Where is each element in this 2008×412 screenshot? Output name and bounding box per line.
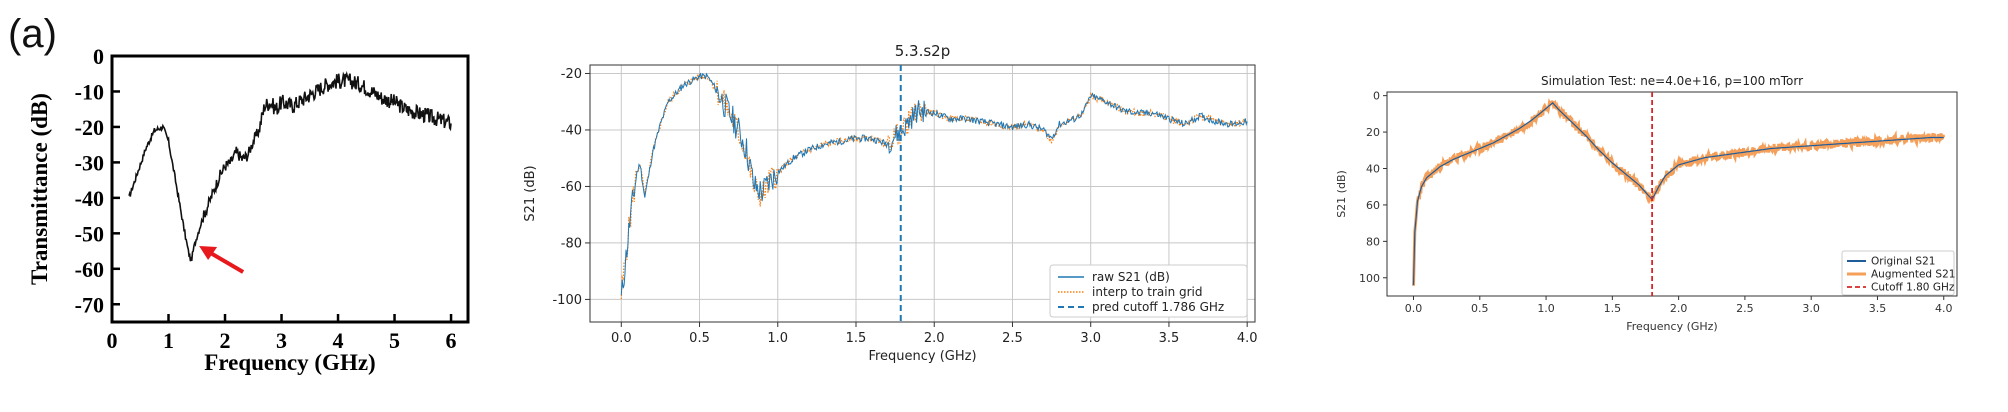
chart-2: 0.0 0.5 1.0 1.5 2.0 2.5 3.0 3.5 4.0 -20 -40 -60 -80 -… [523,42,1258,364]
chart-1-xtick-label: 1 [163,328,174,353]
chart-3-ytick-label: 20 [1366,126,1380,139]
chart-2-legend-label: interp to train grid [1092,285,1203,299]
chart-2-series-interp [620,73,1248,300]
chart-1-xlabel: Frequency (GHz) [204,350,375,375]
chart-3-legend [1841,250,1955,296]
chart-3-ytick-label: 80 [1366,235,1380,248]
chart-1-xtick-label: 4 [333,328,344,353]
chart-2-ytick-label: -60 [561,180,582,195]
chart-3-xtick-label: 0.5 [1471,302,1489,315]
chart-1-xtick-label: 2 [220,328,231,353]
chart-3-xtick-label: 3.5 [1869,302,1887,315]
chart-2-ytick-label: -80 [561,236,582,251]
chart-3: 0.0 0.5 1.0 1.5 2.0 2.5 3.0 3.5 4.0 0 20 40 60 80 100 S… [1335,74,1958,333]
chart-1-arrow-head [199,245,218,260]
chart-3-frame [1386,91,1958,297]
chart-2-ytick-label: -40 [561,123,582,138]
chart-1-ytick-label: -20 [75,115,104,140]
chart-3-series-augmented [1412,97,1946,286]
chart-2-xtick-label: 2.5 [1002,331,1023,346]
chart-3-xtick-label: 0.0 [1405,302,1423,315]
chart-3-xtick-label: 2.5 [1736,302,1754,315]
chart-1-xtick-label: 5 [389,328,400,353]
chart-1-frame [110,54,470,324]
chart-1-ytick-label: -50 [75,221,104,246]
chart-1-ytick-label: -10 [75,79,104,104]
chart-3-title: Simulation Test: ne=4.0e+16, p=100 mTorr [1541,74,1803,88]
chart-1-ytick-label: -60 [75,257,104,282]
chart-3-ytick-label: 100 [1359,272,1380,285]
chart-1-arrow-shaft [206,249,245,274]
chart-3-legend-label: Cutoff 1.80 GHz [1871,282,1955,294]
chart-2-xtick-label: 2.0 [924,331,945,346]
chart-1-xtick-label: 6 [446,328,457,353]
chart-2-xtick-label: 4.0 [1237,331,1258,346]
chart-2-xtick-label: 3.0 [1080,331,1101,346]
chart-1-ytick-label: 0 [93,44,104,69]
chart-3-xtick-label: 4.0 [1935,302,1953,315]
chart-3-xtick-label: 2.0 [1670,302,1688,315]
chart-2-ylabel: S21 (dB) [523,165,538,221]
chart-2-legend-label: raw S21 (dB) [1092,270,1170,284]
chart-2-xtick-label: 0.0 [611,331,632,346]
chart-2-xlabel: Frequency (GHz) [868,349,976,364]
chart-3-legend-label: Original S21 [1871,256,1935,268]
chart-2-xtick-label: 0.5 [689,331,710,346]
chart-2-legend-label: pred cutoff 1.786 GHz [1092,300,1224,314]
chart-3-ylabel: S21 (dB) [1335,170,1348,218]
chart-3-ytick-label: 60 [1366,199,1380,212]
chart-1-line [128,70,452,262]
chart-3-ytick-label: 40 [1366,163,1380,176]
chart-2-series-raw [620,72,1248,296]
chart-2-ytick-label: -100 [552,293,582,308]
chart-3-xtick-label: 1.0 [1537,302,1555,315]
chart-2-frame [589,64,1256,323]
chart-3-legend-label: Augmented S21 [1871,269,1955,281]
chart-2-ytick-label: -20 [561,67,582,82]
chart-2-title: 5.3.s2p [895,42,951,60]
chart-3-ytick-label: 0 [1373,90,1380,103]
chart-2-xtick-label: 1.0 [767,331,788,346]
chart-3-series-original [1412,102,1944,286]
chart-2-legend [1049,264,1248,318]
chart-3-xtick-label: 1.5 [1604,302,1622,315]
panel-label: (a) [8,12,57,56]
chart-1-xtick-label: 0 [107,328,118,353]
chart-1-ytick-label: -70 [75,292,104,317]
chart-2-xtick-label: 3.5 [1159,331,1180,346]
chart-1-ytick-label: -40 [75,186,104,211]
chart-1-ylabel: Transmittance (dB) [27,93,52,285]
chart-1-ytick-label: -30 [75,150,104,175]
chart-3-xtick-label: 3.0 [1802,302,1820,315]
chart-2-xtick-label: 1.5 [846,331,867,346]
chart-3-xlabel: Frequency (GHz) [1626,320,1717,333]
chart-1-xtick-label: 3 [276,328,287,353]
